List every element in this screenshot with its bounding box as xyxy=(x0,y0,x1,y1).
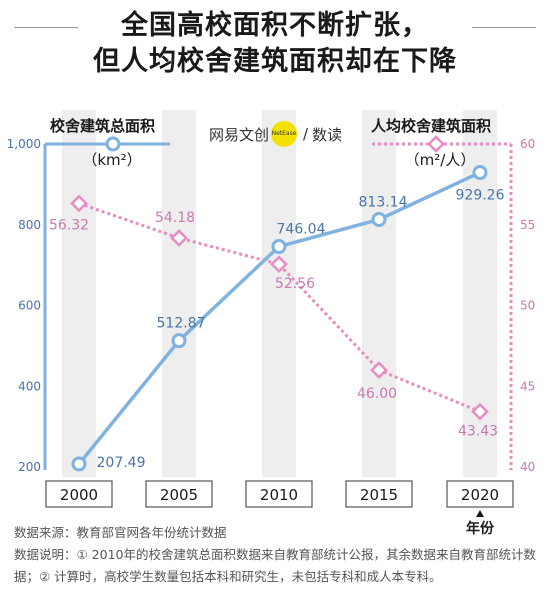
year-band xyxy=(362,110,396,477)
title-rule-left xyxy=(14,27,78,28)
per-capita-point xyxy=(70,194,88,213)
x-category-box xyxy=(345,480,413,508)
right-tick-label: 45 xyxy=(520,379,535,393)
per-capita-data-label: 46.00 xyxy=(357,386,397,402)
total-area-point xyxy=(371,211,387,227)
brand-column-name: 数读 xyxy=(312,125,343,144)
total-area-data-label: 207.49 xyxy=(97,455,146,471)
x-category-box xyxy=(145,480,213,508)
chart-title: 全国高校面积不断扩张， 但人均校舍建筑面积却在下降 xyxy=(0,8,550,80)
series-line-per-capita-area xyxy=(78,202,481,413)
total-area-data-label: 746.04 xyxy=(277,222,326,238)
right-tick-label: 55 xyxy=(520,218,535,232)
left-legend-marker xyxy=(105,136,121,152)
total-area-data-label: 512.87 xyxy=(157,316,206,332)
total-area-point xyxy=(271,239,287,255)
netease-logo-icon: NetEase xyxy=(271,121,298,147)
total-area-point xyxy=(171,333,187,349)
left-tick-label: 1,000 xyxy=(7,137,41,151)
left-series-label: 校舍建筑总面积 xyxy=(50,117,155,135)
x-category-box xyxy=(245,480,313,508)
per-capita-point xyxy=(471,402,489,421)
total-area-data-label: 813.14 xyxy=(359,194,408,210)
brand-slash: / xyxy=(303,125,309,143)
per-capita-point xyxy=(370,361,388,379)
x-category-box xyxy=(45,480,113,508)
left-tick-label: 600 xyxy=(18,299,41,313)
left-tick-label: 400 xyxy=(18,379,41,393)
per-capita-data-label: 43.43 xyxy=(458,424,498,440)
year-band xyxy=(262,110,296,477)
footer-notes: 数据来源：教育部官网各年份统计数据 数据说明：① 2010年的校舍建筑总面积数据… xyxy=(14,522,544,588)
total-area-data-label: 929.26 xyxy=(456,188,505,204)
x-tick-label: 2005 xyxy=(160,486,198,504)
x-axis-arrow-icon xyxy=(476,510,484,517)
left-tick-label: 800 xyxy=(18,218,41,232)
year-band xyxy=(62,110,96,477)
right-series-label: 人均校舍建筑面积 xyxy=(371,117,491,135)
x-axis-title: 年份 xyxy=(466,520,495,537)
year-band xyxy=(162,110,196,477)
right-tick-label: 50 xyxy=(520,299,535,313)
total-area-point xyxy=(472,165,488,181)
per-capita-data-label: 56.32 xyxy=(49,217,89,233)
brand-name: 网易文创 xyxy=(209,125,270,144)
x-tick-label: 2010 xyxy=(260,486,298,504)
brand-logo: 网易文创 NetEase / 数读 xyxy=(209,121,342,147)
left-tick-label: 200 xyxy=(18,460,41,474)
per-capita-point xyxy=(170,229,188,247)
right-unit-label: （m²/人） xyxy=(405,151,476,169)
title-rule-right xyxy=(472,27,536,28)
right-tick-label: 40 xyxy=(520,460,535,474)
per-capita-data-label: 52.56 xyxy=(275,276,315,292)
per-capita-point xyxy=(270,255,288,273)
x-tick-label: 2015 xyxy=(360,486,398,504)
title-line-1: 全国高校面积不断扩张， xyxy=(121,10,429,41)
per-capita-data-label: 54.18 xyxy=(155,210,195,226)
right-tick-label: 60 xyxy=(520,137,535,151)
x-tick-label: 2020 xyxy=(461,486,499,504)
x-tick-label: 2000 xyxy=(60,486,98,504)
title-line-2: 但人均校舍建筑面积却在下降 xyxy=(93,46,457,77)
total-area-point xyxy=(71,456,87,472)
left-unit-label: （km²） xyxy=(82,151,141,169)
data-note: 数据说明：① 2010年的校舍建筑总面积数据来自教育部统计公报，其余数据来自教育… xyxy=(14,547,536,584)
right-legend-marker xyxy=(427,135,445,153)
data-source: 数据来源：教育部官网各年份统计数据 xyxy=(14,525,227,540)
x-category-box xyxy=(446,480,514,508)
